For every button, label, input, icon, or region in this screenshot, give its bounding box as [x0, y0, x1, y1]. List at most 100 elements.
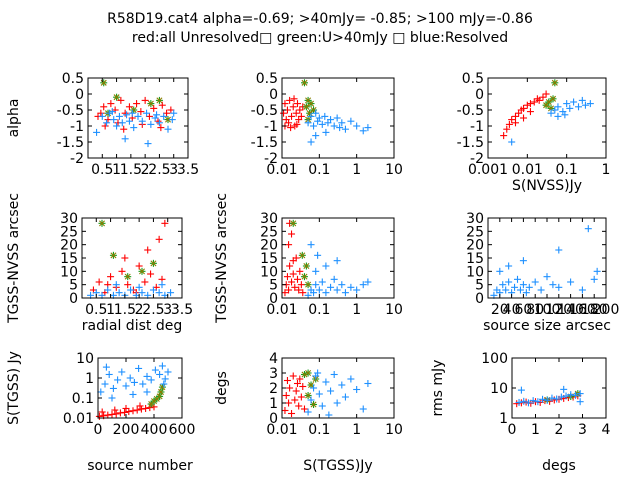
point-blue: [151, 366, 159, 374]
x-tick-label: 3: [578, 422, 587, 438]
point-blue: [138, 117, 146, 125]
point-blue: [318, 120, 326, 128]
point-blue: [539, 395, 547, 403]
point-red: [161, 219, 169, 227]
point-red: [107, 273, 115, 281]
x-tick-label: 200: [113, 422, 140, 438]
x-tick-label: 180: [581, 302, 608, 318]
plot-frame: [87, 77, 189, 159]
x-tick-label: 160: [569, 302, 596, 318]
point-blue: [333, 399, 341, 407]
point-blue: [515, 398, 523, 406]
x-tick-label: 4: [602, 422, 611, 438]
point-blue: [593, 267, 601, 275]
point-blue: [155, 289, 163, 297]
x-tick-label: 1: [352, 162, 361, 178]
point-blue: [505, 278, 513, 286]
y-tick-label: 0: [269, 87, 278, 103]
y-tick-label: 5: [269, 278, 278, 294]
title-line-2: red:all Unresolved□ green:U>40mJy □ blue…: [131, 30, 509, 46]
y-tick-label: -1.5: [57, 135, 84, 151]
point-blue: [122, 382, 130, 390]
x-tick-label: 10: [385, 162, 403, 178]
x-tick-label: 3.5: [177, 162, 199, 178]
y-tick-label: 15: [60, 251, 78, 267]
point-blue: [312, 132, 320, 140]
point-blue: [307, 112, 315, 120]
point-red: [291, 396, 299, 404]
points: [281, 219, 372, 299]
point-red: [293, 380, 301, 387]
point-red: [95, 412, 103, 420]
point-blue: [138, 289, 146, 297]
x-tick-label: 1.5: [114, 302, 136, 318]
y-tick-label: 0: [75, 87, 84, 103]
x-tick-label: 80: [526, 302, 544, 318]
x-tick-label: 40: [503, 302, 521, 318]
point-blue: [567, 391, 575, 399]
x-tick-label: 0: [508, 422, 517, 438]
point-blue: [359, 281, 367, 289]
point-red: [293, 275, 301, 283]
x-tick-label: 60: [514, 302, 532, 318]
x-tick-label: 0.5: [91, 162, 113, 178]
point-red: [289, 257, 297, 265]
point-blue: [353, 122, 361, 130]
point-red: [280, 109, 288, 117]
point-red: [299, 383, 307, 390]
point-blue: [130, 124, 138, 132]
y-tick-label: 15: [260, 251, 278, 267]
point-blue: [147, 376, 155, 384]
y-tick-label: -1.5: [457, 135, 484, 151]
point-green: [304, 392, 312, 399]
point-blue: [161, 375, 169, 383]
y-axis-label: TGSS-NVSS arcsec: [214, 193, 230, 324]
x-tick-label: 1: [531, 422, 540, 438]
point-red: [157, 124, 165, 132]
point-blue: [330, 275, 338, 283]
point-blue: [315, 390, 323, 398]
point-red: [121, 109, 129, 117]
x-axis-label: S(TGSS)Jy: [303, 458, 372, 474]
point-blue: [143, 388, 151, 396]
point-blue: [505, 262, 513, 270]
point-red: [281, 289, 289, 297]
x-axis-label: source size arcsec: [483, 318, 611, 334]
x-tick-label: 140: [557, 302, 584, 318]
point-green: [130, 106, 138, 114]
x-tick-label: 1.5: [120, 162, 142, 178]
point-blue: [333, 257, 341, 265]
x-tick-label: 0.1: [556, 162, 578, 178]
point-blue: [102, 363, 110, 371]
figure-title: R58D19.cat4 alpha=-0.69; >40mJy= -0.85; …: [0, 10, 640, 48]
x-tick-label: 400: [141, 422, 168, 438]
point-blue: [101, 380, 109, 388]
point-blue: [566, 104, 574, 112]
point-blue: [135, 283, 143, 291]
point-red: [122, 404, 130, 412]
y-tick-label: -2: [70, 151, 84, 167]
y-tick-label: 0: [269, 411, 278, 427]
point-blue: [118, 119, 126, 127]
point-blue: [127, 286, 135, 294]
point-green: [300, 79, 308, 87]
point-red: [289, 103, 297, 111]
point-red: [288, 230, 296, 238]
x-tick-label: 3.5: [171, 302, 193, 318]
panel-p31: 0 200 400 600 0.01 0.1 1 10 source number S(TGSS)…: [6, 351, 195, 474]
point-blue: [359, 127, 367, 135]
point-blue: [548, 394, 556, 402]
x-tick-label: 0: [94, 422, 103, 438]
point-blue: [364, 278, 372, 286]
x-tick-label: 0.001: [468, 162, 508, 178]
point-blue: [325, 411, 333, 419]
x-tick-label: 600: [169, 422, 196, 438]
x-tick-label: 2: [135, 302, 144, 318]
point-blue: [164, 125, 172, 133]
point-blue: [104, 286, 112, 294]
x-tick-label: 2.5: [142, 302, 164, 318]
point-red: [108, 410, 116, 418]
y-tick-label: 0: [269, 291, 278, 307]
point-green: [298, 251, 306, 259]
point-blue: [562, 392, 570, 400]
